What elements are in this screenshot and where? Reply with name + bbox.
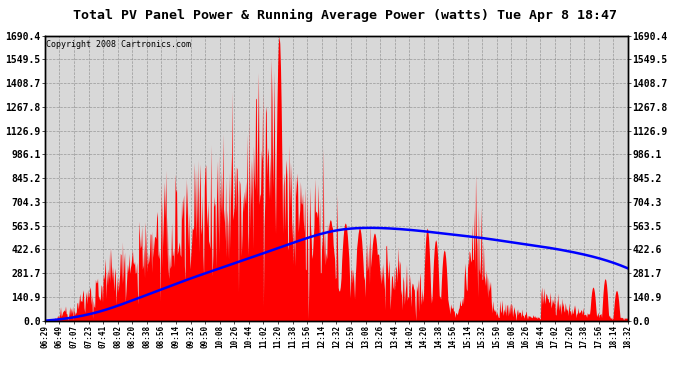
Text: Copyright 2008 Cartronics.com: Copyright 2008 Cartronics.com xyxy=(46,40,191,49)
Text: Total PV Panel Power & Running Average Power (watts) Tue Apr 8 18:47: Total PV Panel Power & Running Average P… xyxy=(73,9,617,22)
